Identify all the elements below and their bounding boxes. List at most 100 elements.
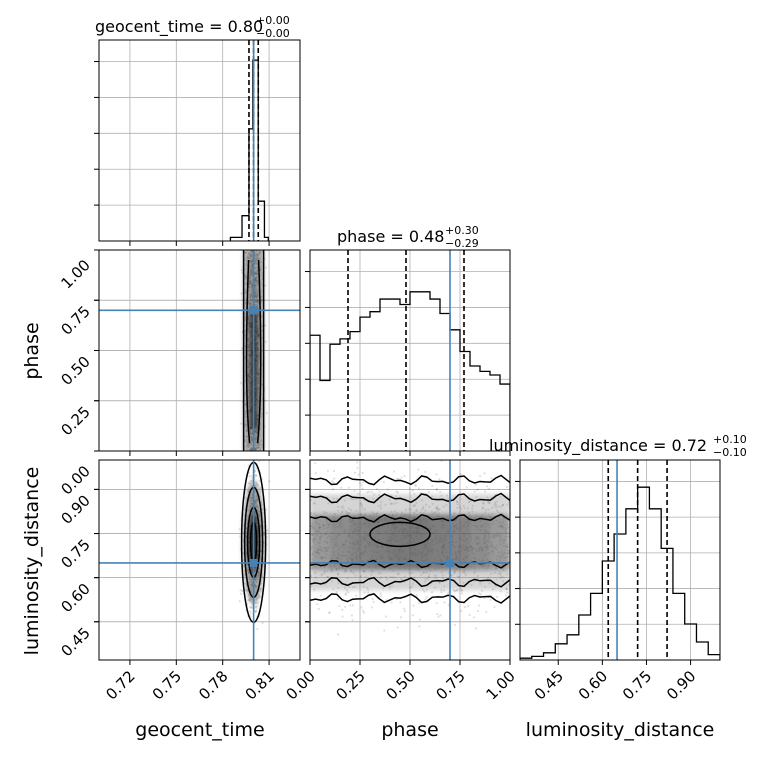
sample-point xyxy=(459,473,462,476)
sample-point xyxy=(307,515,309,517)
sample-point xyxy=(328,611,331,614)
sample-point xyxy=(483,490,487,493)
sample-point xyxy=(513,592,515,594)
sample-point xyxy=(351,604,355,607)
sample-point xyxy=(303,543,305,545)
sample-point xyxy=(370,606,374,609)
sample-point xyxy=(408,487,411,490)
sample-point xyxy=(306,542,308,544)
sample-point xyxy=(513,514,515,516)
sample-point xyxy=(307,537,309,539)
sample-point xyxy=(463,606,467,609)
sample-point xyxy=(411,489,414,492)
sample-point xyxy=(341,615,344,618)
sample-point xyxy=(337,633,340,636)
sample-point xyxy=(336,597,340,601)
sample-point xyxy=(514,548,516,550)
sample-point xyxy=(362,611,366,614)
sample-point xyxy=(474,483,477,486)
sample-point xyxy=(307,572,309,574)
sample-point xyxy=(368,490,371,493)
sample-point xyxy=(512,577,514,579)
sample-point xyxy=(264,284,267,287)
sample-point xyxy=(437,615,440,618)
sample-point xyxy=(489,598,492,602)
sample-point xyxy=(304,565,306,567)
sample-point xyxy=(479,593,483,596)
sample-point xyxy=(431,484,434,488)
sample-point xyxy=(515,559,517,561)
sample-point xyxy=(417,601,421,605)
sample-point xyxy=(333,477,336,480)
sample-point xyxy=(249,606,252,609)
sample-point xyxy=(335,590,338,594)
sample-point xyxy=(367,591,370,594)
sample-point xyxy=(418,618,422,621)
sample-point xyxy=(436,488,439,491)
sample-point xyxy=(403,607,406,610)
sample-point xyxy=(435,602,438,605)
truth-marker xyxy=(446,558,454,567)
sample-point xyxy=(412,604,415,607)
histogram-step-geocent_time xyxy=(229,59,269,241)
sample-point xyxy=(265,266,268,269)
sample-point xyxy=(460,609,463,613)
sample-point xyxy=(439,614,442,617)
sample-point xyxy=(341,608,344,611)
sample-point xyxy=(382,480,385,484)
sample-point xyxy=(360,606,363,609)
sample-point xyxy=(499,589,502,593)
sample-point xyxy=(371,597,374,601)
sample-point xyxy=(395,490,398,493)
sample-point xyxy=(403,610,406,613)
sample-point xyxy=(514,561,516,563)
sample-point xyxy=(454,589,457,593)
sample-point xyxy=(355,594,358,597)
contour-inner xyxy=(245,259,262,444)
sample-point xyxy=(240,589,244,592)
sample-point xyxy=(375,487,379,491)
sample-point xyxy=(331,480,334,483)
sample-point xyxy=(259,490,262,493)
sample-point xyxy=(435,473,438,476)
sample-point xyxy=(513,514,515,516)
contour-lower-0 xyxy=(310,593,510,604)
sample-point xyxy=(483,472,486,475)
sample-point xyxy=(361,487,364,490)
sample-point xyxy=(383,629,386,632)
sample-point xyxy=(306,573,308,575)
sample-point xyxy=(397,477,400,480)
sample-point xyxy=(424,470,427,474)
sample-point xyxy=(395,478,399,481)
sample-point xyxy=(485,610,488,613)
sample-point xyxy=(514,553,516,555)
sample-point xyxy=(344,593,347,596)
sample-point xyxy=(512,591,514,593)
sample-point xyxy=(303,568,305,570)
sample-point xyxy=(266,529,269,532)
sample-point xyxy=(255,609,258,613)
sample-point xyxy=(303,573,305,575)
sample-point xyxy=(357,492,360,495)
sample-point xyxy=(256,628,259,631)
sample-point xyxy=(317,607,320,610)
sample-point xyxy=(424,598,427,601)
sample-point xyxy=(477,609,480,613)
sample-point xyxy=(254,609,257,613)
sample-point xyxy=(361,471,364,475)
sample-point xyxy=(255,474,258,477)
sample-point xyxy=(303,563,305,565)
sample-point xyxy=(268,480,271,483)
contour-core xyxy=(369,521,431,548)
sample-point xyxy=(473,490,476,493)
sample-point xyxy=(304,552,306,554)
histogram-phase xyxy=(310,250,510,451)
sample-point xyxy=(435,487,438,490)
sample-point xyxy=(240,292,243,295)
sample-point xyxy=(400,476,403,479)
sample-point xyxy=(487,487,490,490)
sample-point xyxy=(305,553,307,555)
sample-point xyxy=(440,460,443,463)
sample-point xyxy=(356,461,359,464)
